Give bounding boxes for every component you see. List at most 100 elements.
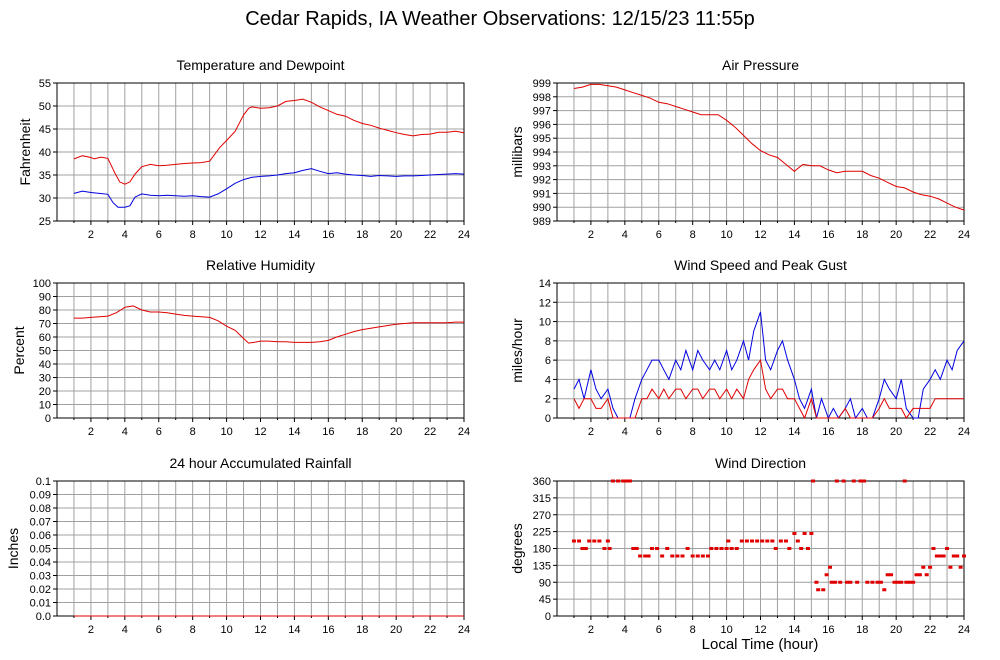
direction-point: [958, 565, 963, 569]
direction-point: [624, 479, 629, 483]
temp-frame: [56, 82, 465, 222]
wind-xtick-label: 24: [958, 426, 970, 438]
direction-point: [834, 479, 839, 483]
rain-ytick-label: 0.06: [30, 530, 51, 542]
pressure-title: Air Pressure: [722, 57, 799, 73]
temp-xtick-label: 22: [424, 229, 436, 241]
pressure-xtick-label: 12: [754, 229, 766, 241]
direction-xtick-label: 22: [924, 624, 936, 636]
direction-xtick-label: 14: [788, 624, 800, 636]
direction-point: [955, 554, 960, 558]
direction-point: [571, 539, 576, 543]
direction-point: [787, 547, 792, 550]
pressure-ytick-label: 991: [533, 188, 551, 200]
direction-xtick-label: 16: [822, 624, 834, 636]
wind-ytick-label: 14: [539, 278, 551, 290]
humidity-xtick-label: 6: [156, 426, 162, 438]
rain-ytick-label: 0.0: [36, 611, 51, 623]
pressure-series-red: [573, 83, 965, 211]
direction-point: [583, 547, 588, 550]
temp-ytick-label: 55: [39, 78, 51, 90]
direction-point: [945, 547, 950, 550]
direction-point: [675, 554, 680, 558]
direction-point: [577, 539, 582, 543]
rain-xtick-label: 24: [458, 624, 470, 636]
humidity-xtick-label: 4: [122, 426, 128, 438]
temp-xtick-label: 2: [88, 229, 94, 241]
wind-ytick-label: 4: [545, 374, 551, 386]
direction-point: [660, 554, 665, 558]
temp-series-red: [73, 98, 465, 185]
temp-ylabel: Fahrenheit: [17, 118, 33, 185]
direction-point: [646, 554, 651, 558]
chart-wind: Wind Speed and Peak Gustmiles/hour024681…: [509, 257, 970, 438]
pressure-ylabel: millibars: [509, 126, 525, 177]
direction-point: [580, 547, 585, 550]
humidity-xtick-label: 8: [190, 426, 196, 438]
rain-xtick-label: 2: [88, 624, 94, 636]
rain-xtick-label: 14: [288, 624, 300, 636]
direction-point: [690, 554, 695, 558]
direction-point: [895, 580, 900, 584]
direction-point: [739, 539, 744, 543]
direction-point: [778, 539, 783, 543]
humidity-ytick-label: 80: [39, 305, 51, 317]
direction-point: [770, 539, 775, 543]
direction-point: [816, 588, 821, 592]
pressure-ytick-label: 997: [533, 106, 551, 118]
temp-ytick-label: 40: [39, 147, 51, 159]
wind-xtick-label: 16: [822, 426, 834, 438]
direction-title: Wind Direction: [715, 455, 806, 471]
direction-point: [587, 539, 592, 543]
direction-point: [914, 573, 919, 577]
humidity-ytick-label: 90: [39, 292, 51, 304]
direction-xtick-label: 24: [958, 624, 970, 636]
direction-point: [902, 479, 907, 483]
direction-point: [627, 479, 632, 483]
rain-xtick-label: 16: [322, 624, 334, 636]
pressure-xtick-label: 20: [890, 229, 902, 241]
direction-point: [680, 554, 685, 558]
pressure-ytick-label: 998: [533, 92, 551, 104]
temp-title: Temperature and Dewpoint: [176, 57, 344, 73]
direction-point: [597, 539, 602, 543]
direction-xtick-label: 18: [856, 624, 868, 636]
wind-ytick-label: 6: [545, 355, 551, 367]
direction-point: [605, 539, 610, 543]
rain-xtick-label: 10: [220, 624, 232, 636]
direction-point: [851, 479, 856, 483]
humidity-xtick-label: 12: [254, 426, 266, 438]
pressure-ytick-label: 995: [533, 133, 551, 145]
direction-point: [811, 479, 816, 483]
temp-xtick-label: 14: [288, 229, 300, 241]
direction-point: [695, 554, 700, 558]
humidity-title: Relative Humidity: [206, 257, 315, 273]
direction-point: [829, 580, 834, 584]
direction-point: [634, 547, 639, 550]
temp-ytick-label: 30: [39, 193, 51, 205]
humidity-frame: [56, 282, 465, 419]
pressure-xtick-label: 14: [788, 229, 800, 241]
chart-temperature: Temperature and Dewpoint Fahrenheit 25 30 35…: [17, 57, 470, 241]
direction-point: [809, 532, 814, 535]
direction-point: [941, 554, 946, 558]
chart-humidity: Relative HumidityPercent0102030405060708…: [11, 257, 470, 438]
rain-ytick-label: 0.02: [30, 584, 51, 596]
direction-point: [855, 580, 860, 584]
direction-point: [814, 580, 819, 584]
temp-xtick-label: 20: [390, 229, 402, 241]
direction-point: [848, 580, 853, 584]
wind-xtick-label: 18: [856, 426, 868, 438]
wind-title: Wind Speed and Peak Gust: [674, 257, 847, 273]
pressure-xtick-label: 2: [588, 229, 594, 241]
wind-xtick-label: 8: [690, 426, 696, 438]
direction-point: [638, 554, 643, 558]
direction-point: [607, 547, 612, 550]
direction-xtick-label: 12: [754, 624, 766, 636]
direction-xtick-label: 2: [588, 624, 594, 636]
temp-series-blue: [73, 168, 465, 208]
wind-series-blue: [573, 311, 965, 420]
rain-title: 24 hour Accumulated Rainfall: [169, 455, 351, 471]
direction-point: [934, 554, 939, 558]
